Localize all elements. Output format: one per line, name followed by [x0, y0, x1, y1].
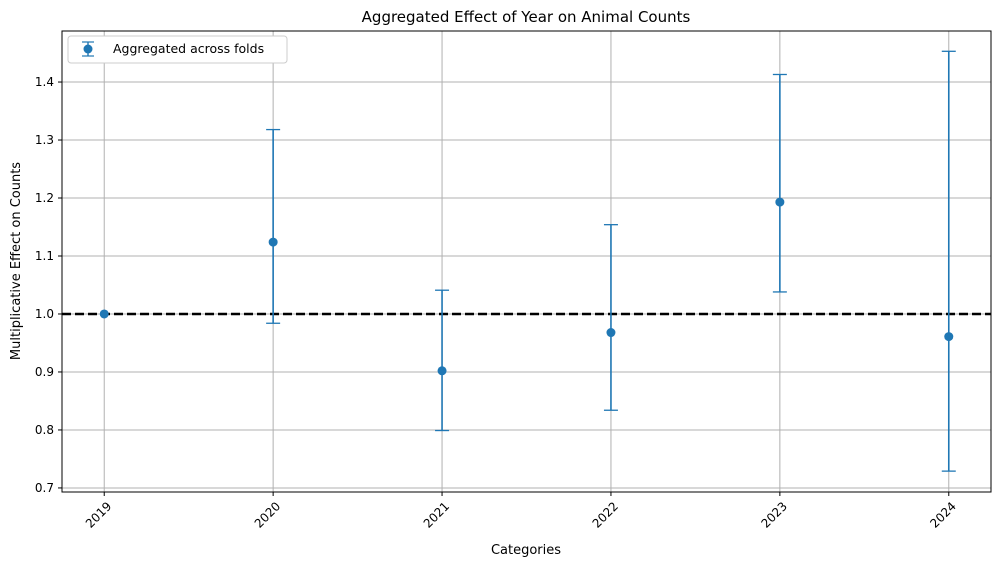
legend-label: Aggregated across folds — [113, 41, 264, 56]
data-point — [606, 328, 616, 338]
x-axis-label: Categories — [491, 543, 561, 558]
axes: 0.7 0.8 0.9 1.0 1.1 1.2 1.3 1.4 2019 2020 2021 2022… — [35, 30, 992, 531]
y-tick-label: 1.1 — [35, 249, 54, 263]
x-tick-label: 2019 — [83, 499, 114, 530]
x-tick-label: 2021 — [421, 499, 452, 530]
x-tick-label: 2022 — [590, 499, 621, 530]
y-tick-label: 0.8 — [35, 423, 54, 437]
legend: Aggregated across folds — [67, 35, 288, 64]
chart-title: Aggregated Effect of Year on Animal Coun… — [362, 8, 691, 26]
data-point — [268, 237, 278, 247]
data-point — [944, 332, 954, 342]
data-point — [775, 197, 785, 207]
legend-box — [67, 35, 288, 64]
data-point — [437, 366, 447, 376]
y-tick-label: 0.9 — [35, 365, 54, 379]
y-tick-label: 1.2 — [35, 191, 54, 205]
y-tick-label: 1.0 — [35, 307, 54, 321]
y-tick-label: 1.3 — [35, 133, 54, 147]
data-marks — [62, 50, 991, 472]
y-tick-label: 0.7 — [35, 481, 54, 495]
y-tick-label: 1.4 — [35, 75, 54, 89]
x-tick-label: 2024 — [927, 499, 958, 530]
legend-marker-icon — [83, 44, 93, 54]
x-tick-label: 2020 — [252, 499, 283, 530]
x-tick-label: 2023 — [758, 499, 789, 530]
grid-lines — [62, 31, 991, 492]
plot-frame — [61, 30, 992, 493]
data-point — [99, 309, 109, 319]
y-axis-label: Multiplicative Effect on Counts — [9, 162, 24, 360]
